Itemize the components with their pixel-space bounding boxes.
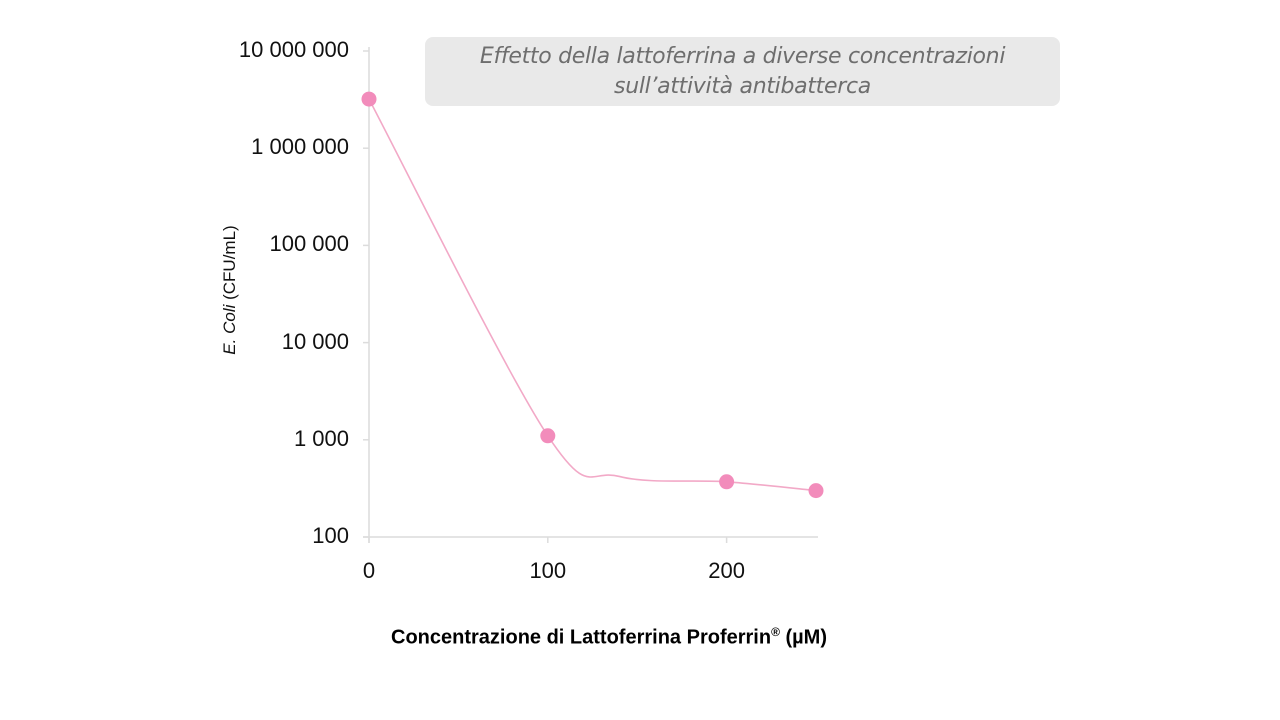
x-axis-label-main: Concentrazione di Lattoferrina Proferrin <box>391 626 772 649</box>
chart-title-box: Effetto della lattoferrina a diverse con… <box>425 37 1060 106</box>
y-axis-label-italic: E. Coli <box>220 304 239 355</box>
data-point-marker <box>361 91 377 107</box>
chart-title-line-1: Effetto della lattoferrina a diverse con… <box>479 43 1006 69</box>
y-tick-label: 10 000 <box>281 328 349 354</box>
axes <box>363 47 818 543</box>
y-tick-label: 1 000 000 <box>251 134 349 160</box>
data-point-marker <box>808 483 824 499</box>
data-markers <box>361 91 824 499</box>
y-tick-label: 10 000 000 <box>238 37 349 62</box>
registered-mark: ® <box>771 625 780 639</box>
series-line <box>368 98 817 492</box>
x-tick-label: 100 <box>529 558 567 583</box>
x-tick-label: 200 <box>708 558 745 583</box>
x-axis-label: Concentrazione di Lattoferrina Proferrin… <box>391 625 827 650</box>
x-axis-label-unit: (µM) <box>779 626 827 649</box>
chart-title-line-2: sull’attività antibatterca <box>614 73 871 99</box>
y-tick-label: 100 <box>312 523 349 548</box>
data-point-marker <box>540 428 556 444</box>
y-tick-label: 100 000 <box>269 231 349 257</box>
y-axis-label: E. Coli (CFU/mL) <box>220 225 240 354</box>
data-point-marker <box>719 474 735 490</box>
y-axis-label-unit: (CFU/mL) <box>220 225 239 305</box>
y-tick-label: 1 000 <box>293 425 349 451</box>
x-tick-label: 0 <box>362 558 376 583</box>
